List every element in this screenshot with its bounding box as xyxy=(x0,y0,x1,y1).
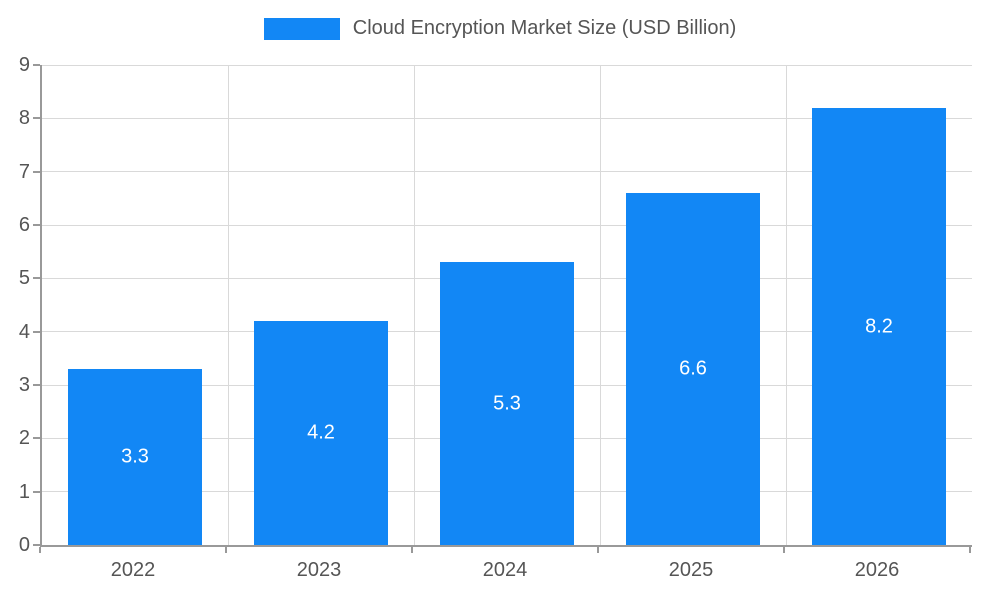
y-tick-label: 8 xyxy=(18,107,30,130)
y-tick-label: 9 xyxy=(18,54,30,76)
y-tick-label: 3 xyxy=(18,374,30,396)
x-tick-label: 2025 xyxy=(668,559,714,581)
y-tick-mark xyxy=(33,437,40,440)
gridline-vertical xyxy=(227,65,229,545)
y-tick-label: 1 xyxy=(18,480,30,503)
y-tick-mark xyxy=(33,544,40,546)
y-tick-label: 5 xyxy=(18,267,30,290)
y-tick-label: 2 xyxy=(18,427,30,450)
gridline-vertical xyxy=(413,65,415,545)
y-tick-label: 6 xyxy=(18,214,30,236)
y-tick-mark xyxy=(33,170,40,173)
gridline-horizontal xyxy=(42,171,972,173)
x-tick-mark xyxy=(969,547,971,553)
y-tick-mark xyxy=(33,277,40,280)
bar-value-label: 4.2 xyxy=(307,421,335,444)
x-tick-mark xyxy=(225,547,227,553)
legend-swatch xyxy=(263,17,340,40)
y-tick-mark xyxy=(33,490,40,493)
gridline-horizontal xyxy=(42,64,972,66)
y-tick-label: 0 xyxy=(18,534,30,556)
x-tick-label: 2023 xyxy=(296,559,342,581)
bar: 8.2 xyxy=(812,108,946,545)
x-tick-label: 2024 xyxy=(482,559,528,581)
y-tick-mark xyxy=(33,224,40,226)
plot-area: 3.3 4.2 5.3 6.6 8.2 xyxy=(40,64,972,547)
bar-value-label: 8.2 xyxy=(865,315,893,337)
gridline-horizontal xyxy=(42,117,972,119)
y-tick-mark xyxy=(33,330,40,333)
y-tick-mark xyxy=(33,384,40,386)
y-tick-mark xyxy=(33,117,40,120)
y-tick-label: 4 xyxy=(18,320,30,343)
x-tick-label: 2026 xyxy=(854,559,900,581)
bar: 6.6 xyxy=(626,193,760,545)
x-tick-label: 2022 xyxy=(110,559,156,581)
gridline-horizontal xyxy=(42,224,972,226)
bar: 4.2 xyxy=(254,321,388,545)
gridline-vertical xyxy=(599,65,601,545)
x-tick-mark xyxy=(39,547,41,553)
x-tick-mark xyxy=(783,547,785,553)
bar: 3.3 xyxy=(68,369,202,545)
y-tick-mark xyxy=(33,64,40,66)
x-tick-mark xyxy=(597,547,599,553)
chart-title: Cloud Encryption Market Size (USD Billio… xyxy=(352,17,737,39)
bar-value-label: 5.3 xyxy=(493,392,521,414)
gridline-vertical xyxy=(785,65,787,545)
legend: Cloud Encryption Market Size (USD Billio… xyxy=(0,17,1000,40)
bar-value-label: 3.3 xyxy=(121,445,149,468)
bar: 5.3 xyxy=(440,262,574,545)
y-tick-label: 7 xyxy=(18,160,30,183)
bar-value-label: 6.6 xyxy=(679,357,707,380)
x-tick-mark xyxy=(411,547,413,553)
